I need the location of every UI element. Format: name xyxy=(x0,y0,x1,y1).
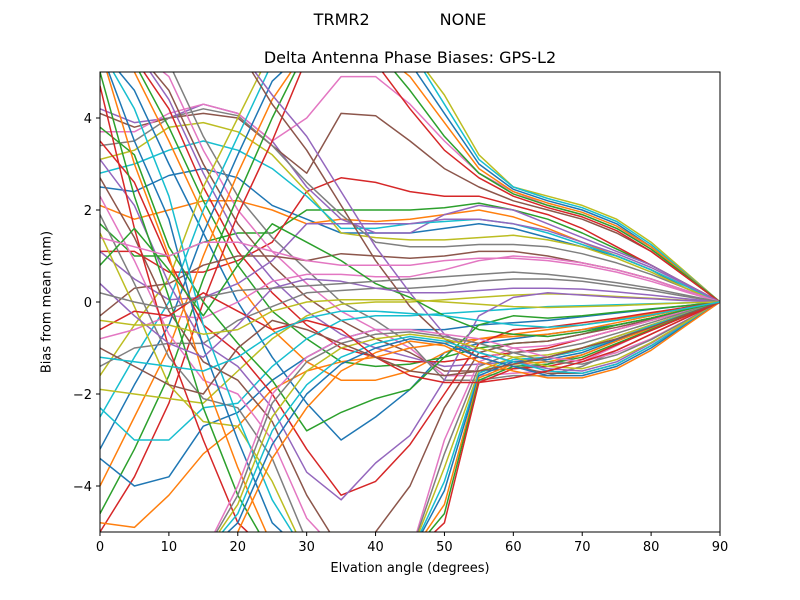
series-line-s22 xyxy=(100,72,720,487)
series-line-s43 xyxy=(100,72,720,532)
series-line-s32 xyxy=(100,301,720,529)
series-line-s37 xyxy=(100,195,720,532)
y-tick-label: 4 xyxy=(84,112,92,127)
x-tick-label: 20 xyxy=(230,540,247,555)
y-axis-ticks: −4 −2 0 2 4 xyxy=(73,112,100,495)
series-line-s55 xyxy=(100,278,720,358)
suptitle-left: TRMR2 xyxy=(313,10,370,29)
series-line-s50 xyxy=(221,301,720,532)
y-tick-label: 2 xyxy=(84,204,92,219)
series-line-s09 xyxy=(100,121,720,303)
series-line-s60 xyxy=(100,301,720,372)
series-line-s21 xyxy=(100,72,720,450)
series-line-s04 xyxy=(100,177,720,303)
y-tick-label: −4 xyxy=(73,480,92,495)
series-line-s38 xyxy=(100,214,720,532)
suptitle-right: NONE xyxy=(439,10,487,29)
series-line-s39 xyxy=(100,232,720,532)
x-tick-label: 70 xyxy=(574,540,591,555)
series-line-s23 xyxy=(100,72,720,514)
series-line-s57 xyxy=(100,236,720,303)
x-tick-label: 90 xyxy=(712,540,729,555)
y-tick-label: −2 xyxy=(73,388,92,403)
series-line-s51 xyxy=(226,301,720,532)
x-tick-label: 30 xyxy=(298,540,315,555)
series-line-s49 xyxy=(218,301,720,532)
figure-suptitle: TRMR2 NONE xyxy=(0,10,800,29)
series-line-s44 xyxy=(100,85,720,532)
series-line-s59 xyxy=(100,298,720,335)
series-line-s35 xyxy=(100,158,720,501)
y-axis-label: Bias from mean (mm) xyxy=(39,230,55,374)
data-lines xyxy=(100,72,720,532)
series-line-s42 xyxy=(106,72,720,532)
x-axis-label: Elvation angle (degrees) xyxy=(330,561,490,576)
series-line-s58 xyxy=(100,271,720,310)
x-tick-label: 10 xyxy=(161,540,178,555)
y-tick-label: 0 xyxy=(84,296,92,311)
x-axis-ticks: 0 10 20 30 40 50 60 70 80 90 xyxy=(96,532,728,555)
series-line-s33 xyxy=(100,126,720,432)
chart-title: Delta Antenna Phase Biases: GPS-L2 xyxy=(263,48,557,67)
series-line-s53 xyxy=(100,223,720,338)
x-tick-label: 80 xyxy=(643,540,660,555)
series-line-s27 xyxy=(100,255,720,340)
x-tick-label: 40 xyxy=(367,540,384,555)
series-line-s56 xyxy=(100,301,720,395)
series-line-s06 xyxy=(100,112,720,303)
series-line-s52 xyxy=(236,301,720,532)
series-line-s47 xyxy=(213,301,720,532)
series-line-s48 xyxy=(215,301,720,532)
series-line-s19 xyxy=(100,72,720,377)
series-line-s24 xyxy=(100,72,720,532)
series-line-s20 xyxy=(100,72,720,418)
series-line-s08 xyxy=(100,108,720,303)
x-tick-label: 60 xyxy=(505,540,522,555)
series-line-s41 xyxy=(107,72,720,532)
series-line-s14 xyxy=(142,72,720,363)
x-tick-label: 50 xyxy=(436,540,453,555)
series-line-s54 xyxy=(100,292,720,384)
series-line-s29 xyxy=(100,292,720,404)
x-tick-label: 0 xyxy=(96,540,104,555)
series-line-s07 xyxy=(100,75,720,303)
series-line-s36 xyxy=(100,177,720,532)
